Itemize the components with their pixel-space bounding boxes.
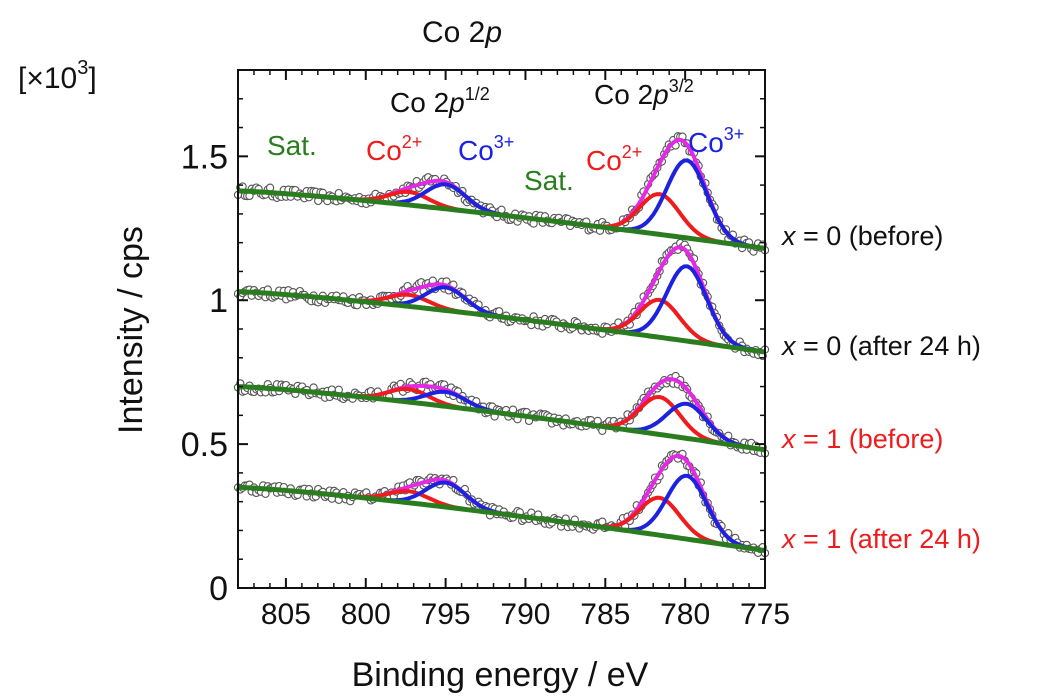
x-tick-label: 775 xyxy=(740,598,790,631)
y-tick-label: 0.5 xyxy=(181,426,228,464)
x-tick-label: 780 xyxy=(660,598,710,631)
y-multiplier: [×103] xyxy=(18,57,97,95)
co2-label-left: Co2+ xyxy=(366,132,422,166)
plot-area xyxy=(233,132,770,558)
background-line xyxy=(237,384,766,453)
series-1 xyxy=(233,238,770,361)
annotations: Co 2p1/2 Co 2p3/2 Sat. Sat. Co2+ Co3+ Co… xyxy=(267,76,744,196)
p12-label: Co 2p1/2 xyxy=(390,84,490,118)
y-axis-label: Intensity / cps xyxy=(112,226,150,434)
background-line xyxy=(237,484,766,554)
series-0 xyxy=(233,132,770,256)
x-tick-label: 795 xyxy=(421,598,471,631)
y-tick-label: 0 xyxy=(209,570,228,608)
sat-label-left: Sat. xyxy=(267,130,317,161)
series-label: x = 0 (before) xyxy=(780,221,943,251)
chart-title: Co 2p xyxy=(422,16,502,49)
x-tick-label: 790 xyxy=(500,598,550,631)
series-2 xyxy=(233,371,770,458)
envelope-line xyxy=(237,453,766,553)
sat-label-mid: Sat. xyxy=(524,165,574,196)
x-tick-label: 805 xyxy=(261,598,311,631)
axes: 805 800 795 790 785 780 775 0 0.5 1 1.5 xyxy=(181,69,790,631)
co3-label-right: Co3+ xyxy=(688,124,744,158)
y-tick-label: 1.5 xyxy=(181,138,228,176)
series-labels: x = 0 (before) x = 0 (after 24 h) x = 1 (b… xyxy=(780,221,981,554)
co2-label-right: Co2+ xyxy=(586,142,642,176)
x-tick-label: 785 xyxy=(580,598,630,631)
series-label: x = 0 (after 24 h) xyxy=(780,331,981,361)
series-label: x = 1 (after 24 h) xyxy=(780,524,981,554)
series-label: x = 1 (before) xyxy=(780,424,943,454)
x-tick-label: 800 xyxy=(341,598,391,631)
series-3 xyxy=(233,449,770,558)
p32-label: Co 2p3/2 xyxy=(594,76,694,110)
y-tick-label: 1 xyxy=(209,282,228,320)
co3-label-left: Co3+ xyxy=(458,132,514,166)
background-line xyxy=(237,188,766,251)
background-line xyxy=(237,289,766,355)
x-axis-label: Binding energy / eV xyxy=(352,656,649,694)
